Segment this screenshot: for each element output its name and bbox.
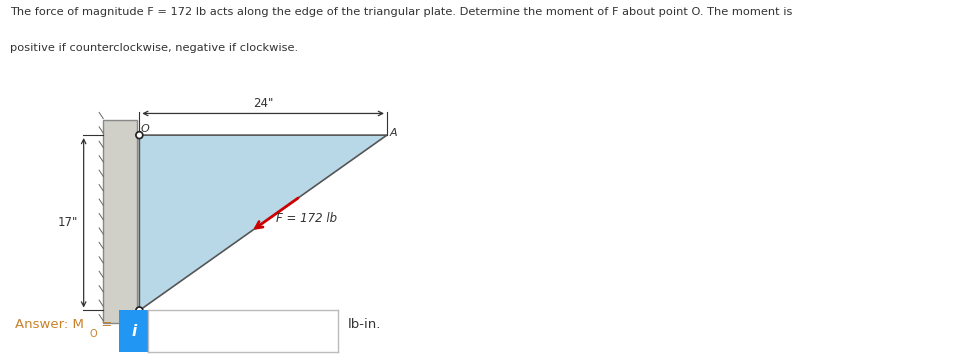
Text: The force of magnitude F = 172 lb acts along the edge of the triangular plate. D: The force of magnitude F = 172 lb acts a… (10, 7, 792, 17)
Circle shape (136, 307, 142, 314)
Circle shape (136, 131, 142, 139)
Text: Answer: M: Answer: M (15, 318, 83, 331)
Text: O: O (141, 124, 149, 134)
Circle shape (138, 133, 141, 137)
Text: lb-in.: lb-in. (347, 318, 380, 331)
Text: A: A (390, 128, 397, 138)
Polygon shape (103, 119, 138, 323)
Text: B: B (143, 312, 151, 322)
Text: =: = (97, 318, 112, 331)
Polygon shape (140, 135, 387, 310)
Text: F = 172 lb: F = 172 lb (276, 212, 337, 225)
Text: 17": 17" (58, 216, 78, 229)
Text: positive if counterclockwise, negative if clockwise.: positive if counterclockwise, negative i… (10, 43, 297, 53)
Circle shape (138, 309, 141, 312)
Text: O: O (89, 329, 97, 339)
Text: 24": 24" (253, 97, 273, 110)
Text: i: i (131, 324, 137, 339)
